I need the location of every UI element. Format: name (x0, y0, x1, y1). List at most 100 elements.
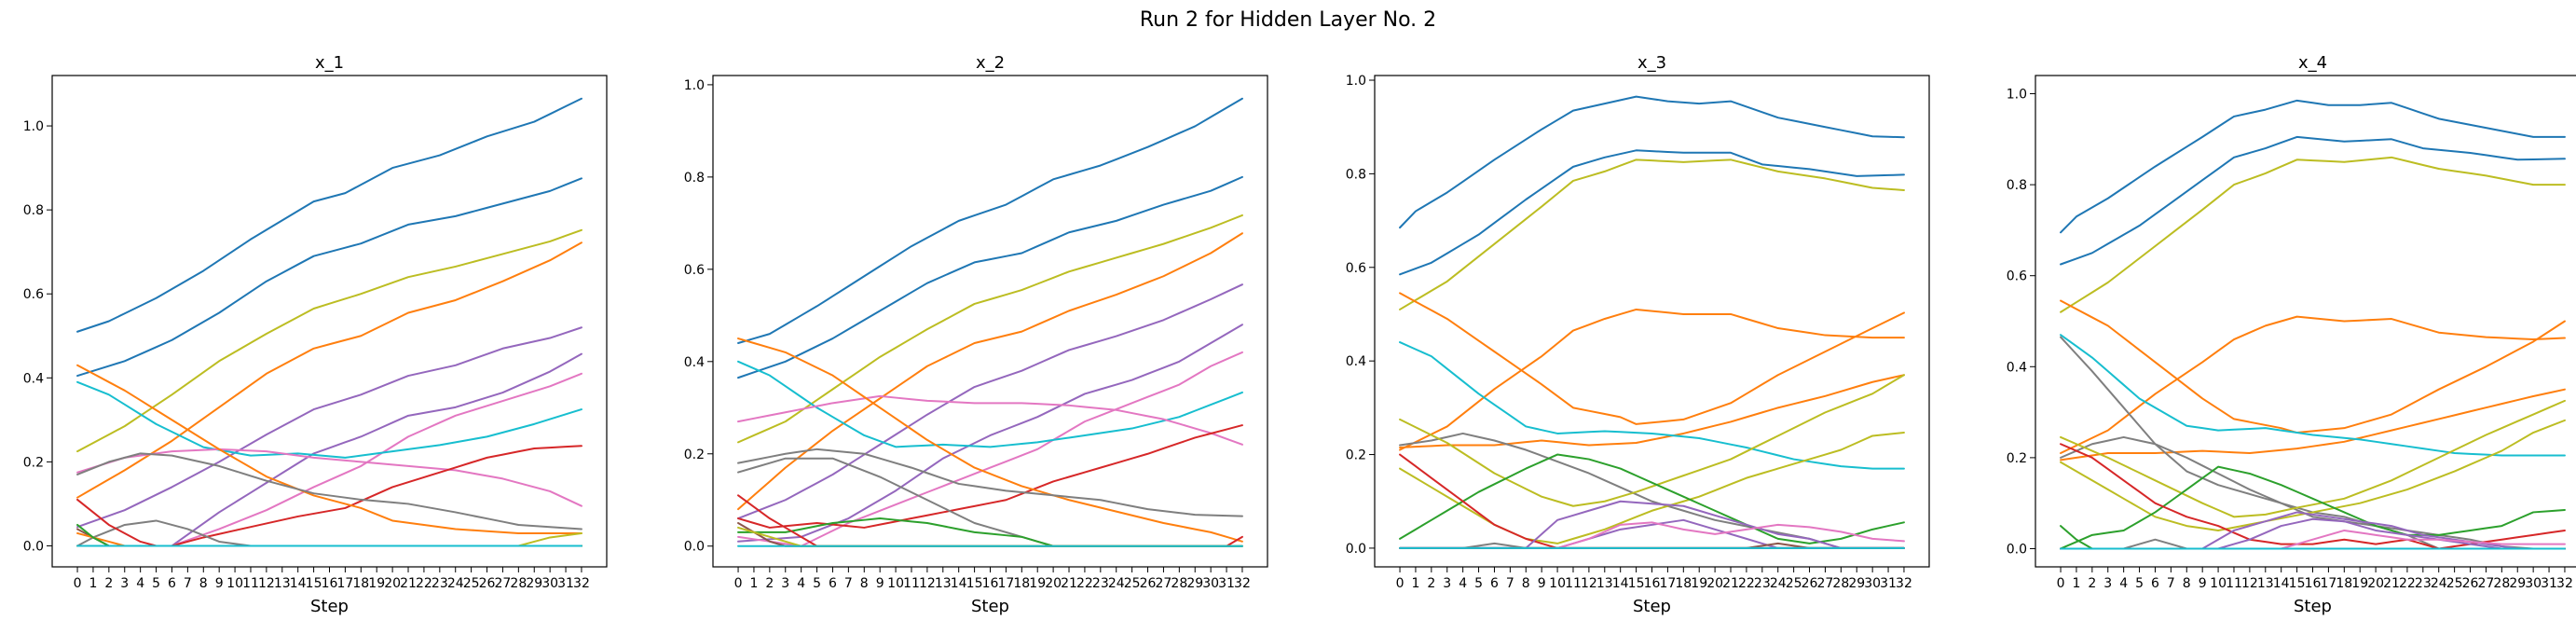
x-tick-label: 26 (479, 576, 496, 591)
x-tick-label: 7 (1506, 576, 1514, 591)
series-group (737, 97, 1243, 547)
x-tick-label: 28 (1171, 576, 1187, 591)
x-tick-label: 6 (168, 576, 176, 591)
subplot-3: x_30.00.20.40.60.81.00 1 2 3 4 5 6 7 8 9 10 11 12 13 1… (1346, 53, 1930, 616)
series-line-6 (1399, 374, 1905, 449)
x-tick-label: 8 (860, 576, 869, 591)
x-tick-label: 10 (1549, 576, 1566, 591)
x-tick-label: 27 (1156, 576, 1172, 591)
x-axis-label: Step (310, 597, 349, 616)
x-tick-label: 18 (1013, 576, 1030, 591)
x-tick-label: 18 (1675, 576, 1692, 591)
x-tick-label: 7 (844, 576, 853, 591)
series-group (76, 97, 582, 547)
x-tick-label: 12 (1581, 576, 1597, 591)
x-axis-label: Step (1633, 597, 1671, 616)
x-tick-label: 28 (510, 576, 527, 591)
x-tick-label: 22 (1076, 576, 1093, 591)
x-tick-label: 17 (2320, 576, 2336, 591)
x-tick-label: 12 (2241, 576, 2258, 591)
x-tick-label: 32 (2556, 576, 2573, 591)
x-tick-label: 2 (1427, 576, 1435, 591)
x-tick-label: 31 (2541, 576, 2557, 591)
x-tick-label: 31 (1218, 576, 1235, 591)
x-tick-label: 0 (2057, 576, 2065, 591)
x-axis-label: Step (971, 597, 1009, 616)
x-tick-label: 28 (1832, 576, 1849, 591)
series-line-7 (2060, 334, 2566, 457)
series-line-6 (2060, 388, 2566, 462)
series-line-3 (1399, 158, 1905, 310)
x-tick-label: 8 (1522, 576, 1530, 591)
x-axis-label: Step (2294, 597, 2332, 616)
x-tick-label: 10 (2210, 576, 2227, 591)
x-tick-label: 3 (781, 576, 789, 591)
x-tick-label: 12 (919, 576, 936, 591)
series-line-10 (2060, 399, 2566, 518)
x-tick-label: 9 (876, 576, 884, 591)
x-tick-label: 23 (432, 576, 448, 591)
x-tick-label: 27 (495, 576, 512, 591)
subplot-2: x_20.00.20.40.60.81.00 1 2 3 4 5 6 7 8 9 10 11 12 13 1… (684, 53, 1268, 616)
series-line-3 (2060, 156, 2566, 313)
series-line-1 (1399, 95, 1905, 229)
x-tick-label: 2 (2088, 576, 2096, 591)
series-line-10 (1399, 431, 1905, 544)
y-tick-label: 0.2 (23, 455, 44, 470)
series-line-8 (76, 380, 582, 459)
subplot-1: x_10.00.20.40.60.81.00 1 2 3 4 5 6 7 8 9 10 11 12 13 1… (23, 53, 608, 616)
x-tick-label: 27 (1817, 576, 1834, 591)
x-tick-label: 7 (2167, 576, 2175, 591)
x-tick-label: 6 (829, 576, 837, 591)
series-line-4 (1399, 308, 1905, 451)
series-line-4 (737, 232, 1243, 511)
x-tick-label: 6 (1490, 576, 1499, 591)
subplot-title: x_4 (2298, 53, 2327, 73)
y-tick-label: 1.0 (23, 119, 44, 134)
series-line-11 (2060, 419, 2566, 531)
x-tick-label: 11 (903, 576, 920, 591)
x-tick-label: 24 (2431, 576, 2447, 591)
series-line-5 (76, 326, 582, 529)
y-tick-label: 0.8 (23, 203, 44, 218)
panels: x_10.00.20.40.60.81.00 1 2 3 4 5 6 7 8 9 10 11 12 13 1… (23, 53, 2576, 616)
y-tick-label: 0.6 (2007, 269, 2027, 284)
series-group (2060, 99, 2566, 550)
series-line-14 (2060, 443, 2566, 550)
x-tick-label: 23 (1754, 576, 1771, 591)
x-tick-label: 11 (242, 576, 259, 591)
x-tick-label: 32 (573, 576, 590, 591)
x-tick-label: 32 (1234, 576, 1251, 591)
y-tick-label: 0.2 (684, 448, 705, 462)
x-tick-label: 3 (120, 576, 129, 591)
x-tick-label: 12 (258, 576, 275, 591)
x-tick-label: 4 (136, 576, 144, 591)
series-line-5 (737, 283, 1243, 520)
x-tick-label: 7 (184, 576, 192, 591)
x-tick-label: 15 (2289, 576, 2306, 591)
x-tick-label: 14 (951, 576, 967, 591)
x-tick-label: 16 (982, 576, 999, 591)
x-tick-label: 25 (2446, 576, 2463, 591)
series-line-2 (76, 177, 582, 378)
series-line-1 (76, 97, 582, 333)
axes-frame (2035, 75, 2576, 568)
x-tick-label: 22 (2399, 576, 2416, 591)
x-tick-label: 14 (1612, 576, 1629, 591)
x-tick-label: 3 (2103, 576, 2112, 591)
x-tick-label: 0 (1396, 576, 1404, 591)
subplot-title: x_1 (315, 53, 344, 73)
x-tick-label: 26 (1802, 576, 1818, 591)
x-tick-label: 19 (2351, 576, 2368, 591)
y-tick-label: 0.2 (1346, 448, 1366, 463)
y-tick-label: 0.0 (684, 540, 705, 555)
x-tick-label: 9 (215, 576, 224, 591)
x-tick-label: 3 (1443, 576, 1451, 591)
x-tick-label: 2 (765, 576, 774, 591)
x-tick-label: 26 (1140, 576, 1157, 591)
x-tick-label: 32 (1896, 576, 1912, 591)
x-tick-label: 9 (2199, 576, 2207, 591)
axes-frame (51, 75, 608, 568)
series-line-9 (76, 448, 582, 507)
x-tick-label: 5 (2135, 576, 2144, 591)
